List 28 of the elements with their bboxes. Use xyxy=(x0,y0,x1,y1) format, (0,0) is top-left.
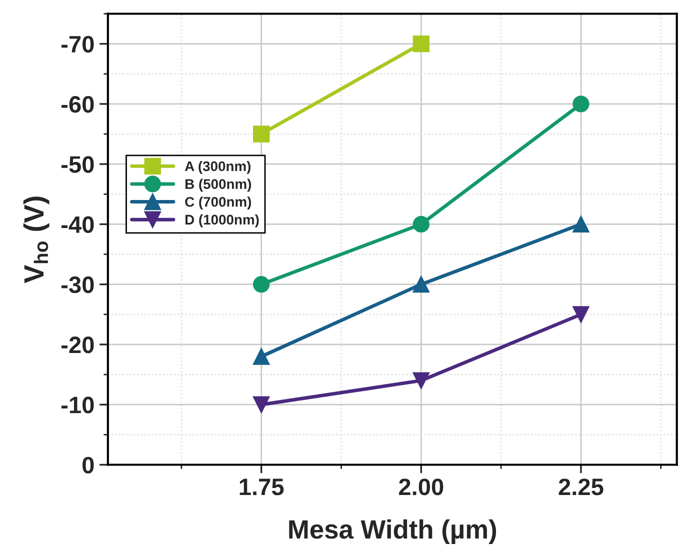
point xyxy=(253,348,270,365)
y-tick-label: -20 xyxy=(62,336,94,354)
y-tick-label: -40 xyxy=(62,216,94,234)
legend-label: D (1000nm) xyxy=(186,214,259,228)
point xyxy=(412,276,430,293)
point xyxy=(572,306,590,323)
x-tick-label: 1.75 xyxy=(240,478,284,496)
legend-label: C (700nm) xyxy=(185,196,252,210)
y-axis-title: V$_{ho}$ (V) xyxy=(23,196,50,284)
x-axis-title: Mesa Width (µm) xyxy=(289,519,496,544)
point xyxy=(572,216,590,233)
legend-label: A (300nm) xyxy=(184,160,251,174)
y-tick-label: -60 xyxy=(62,96,94,113)
legend-label: B (500nm) xyxy=(186,178,252,192)
y-tick-label: -30 xyxy=(62,276,94,294)
point xyxy=(253,396,270,413)
point xyxy=(572,96,590,112)
y-tick-label: -50 xyxy=(62,156,94,173)
y-tick-label: -10 xyxy=(62,396,94,414)
x-tick-label: 2.00 xyxy=(398,478,444,496)
point xyxy=(412,35,430,52)
x-tick-label: 2.25 xyxy=(558,478,604,496)
y-tick-label: -70 xyxy=(62,36,94,53)
point xyxy=(253,126,270,142)
point xyxy=(412,216,430,233)
point xyxy=(253,276,270,293)
point xyxy=(412,372,430,389)
y-tick-label: 0 xyxy=(82,456,94,474)
